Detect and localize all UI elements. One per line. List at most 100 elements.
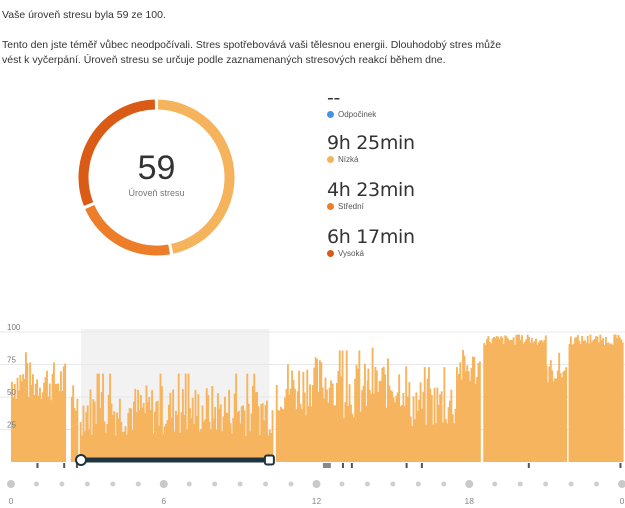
x-tick-label: 0	[620, 496, 625, 506]
stress-bar	[183, 414, 186, 462]
stress-bar	[191, 397, 194, 462]
stress-bar	[320, 362, 323, 462]
stress-bar	[444, 418, 447, 462]
stress-bar	[568, 344, 571, 462]
stress-bar	[211, 385, 214, 462]
hour-dot	[492, 481, 498, 487]
stress-bar	[302, 371, 305, 462]
stress-bar	[521, 335, 523, 462]
stress-bar	[333, 405, 336, 462]
stress-bar	[616, 338, 619, 462]
stress-bar	[335, 382, 338, 462]
stress-bar	[102, 373, 105, 462]
selection-handle-end[interactable]	[263, 454, 275, 466]
stress-bar	[239, 423, 242, 462]
stress-bar	[212, 418, 215, 462]
stress-bar	[498, 339, 501, 462]
stress-bar	[243, 410, 246, 462]
stress-bar	[46, 370, 48, 462]
stress-bar	[423, 367, 426, 462]
stress-bar	[125, 434, 128, 462]
stress-bar	[201, 405, 204, 462]
stress-bar	[552, 381, 555, 462]
stress-bar	[399, 406, 402, 462]
stress-bar	[494, 337, 497, 462]
stress-bar	[589, 334, 592, 462]
stress-bar	[50, 400, 53, 462]
stress-bar	[474, 384, 477, 462]
stress-bar	[352, 417, 355, 462]
bars-group	[11, 334, 624, 462]
stress-bar	[578, 340, 581, 462]
stress-bar	[493, 336, 495, 462]
stress-bar	[225, 412, 228, 462]
stress-bar	[73, 408, 76, 462]
stress-bar	[89, 389, 92, 462]
stress-bar	[463, 355, 466, 462]
stress-bar	[137, 389, 140, 462]
stress-bar	[90, 434, 93, 462]
stress-bar	[209, 429, 212, 462]
stress-bar	[26, 363, 29, 462]
stress-bar	[64, 363, 67, 462]
stress-bar	[146, 402, 149, 462]
selection-handle-start[interactable]	[75, 454, 88, 466]
stress-bar	[216, 393, 219, 462]
stress-bar	[18, 390, 20, 462]
stress-bar	[170, 418, 173, 462]
stress-bar	[409, 416, 412, 462]
stress-bar	[121, 431, 124, 462]
stress-bar	[285, 388, 288, 462]
stress-bar	[428, 367, 430, 462]
y-tick-label: 75	[7, 356, 16, 365]
stress-bar	[15, 398, 18, 462]
stress-bar	[365, 406, 368, 462]
stress-bar	[256, 391, 259, 462]
stress-bar	[258, 435, 261, 462]
stress-bar	[250, 413, 253, 462]
stress-bar	[309, 384, 312, 462]
stress-bar	[20, 381, 23, 462]
stress-bar	[337, 371, 340, 462]
stress-bar	[23, 378, 26, 462]
stress-bar	[293, 388, 296, 462]
hour-dot	[517, 481, 523, 487]
stress-bar	[432, 424, 435, 462]
stress-bar	[303, 392, 306, 462]
stress-bar	[114, 435, 117, 462]
stress-bar	[282, 409, 285, 462]
stress-bar	[111, 415, 114, 462]
activity-marker	[350, 463, 353, 468]
stress-bar	[88, 429, 91, 462]
stress-bar	[110, 403, 113, 462]
stress-bar	[316, 359, 319, 462]
stress-bar	[484, 344, 487, 462]
activity-marker	[527, 463, 530, 468]
stress-bar	[362, 385, 365, 462]
stress-bar	[606, 343, 609, 462]
stress-bar	[522, 344, 525, 462]
stress-bar	[99, 408, 102, 462]
stress-bar	[443, 367, 446, 462]
stress-bar	[318, 360, 321, 462]
stress-bar	[158, 425, 161, 462]
stress-bar	[562, 371, 565, 462]
stress-bar	[229, 423, 232, 462]
stress-bar	[128, 407, 131, 462]
stress-bar	[467, 371, 470, 462]
stress-bar	[509, 339, 512, 462]
hour-dot	[212, 481, 218, 487]
stress-bar	[373, 393, 375, 462]
stress-bar	[356, 368, 359, 462]
stress-bar	[554, 378, 556, 462]
stress-bar	[519, 340, 522, 462]
stress-bar	[536, 344, 539, 462]
stress-bar	[141, 407, 144, 462]
stress-bar	[351, 413, 354, 462]
stress-bar	[414, 419, 416, 462]
stress-bar	[11, 381, 13, 462]
stress-bar	[483, 343, 486, 462]
stress-bar	[190, 418, 193, 462]
stress-bar	[233, 393, 236, 462]
stress-bar	[429, 388, 432, 462]
